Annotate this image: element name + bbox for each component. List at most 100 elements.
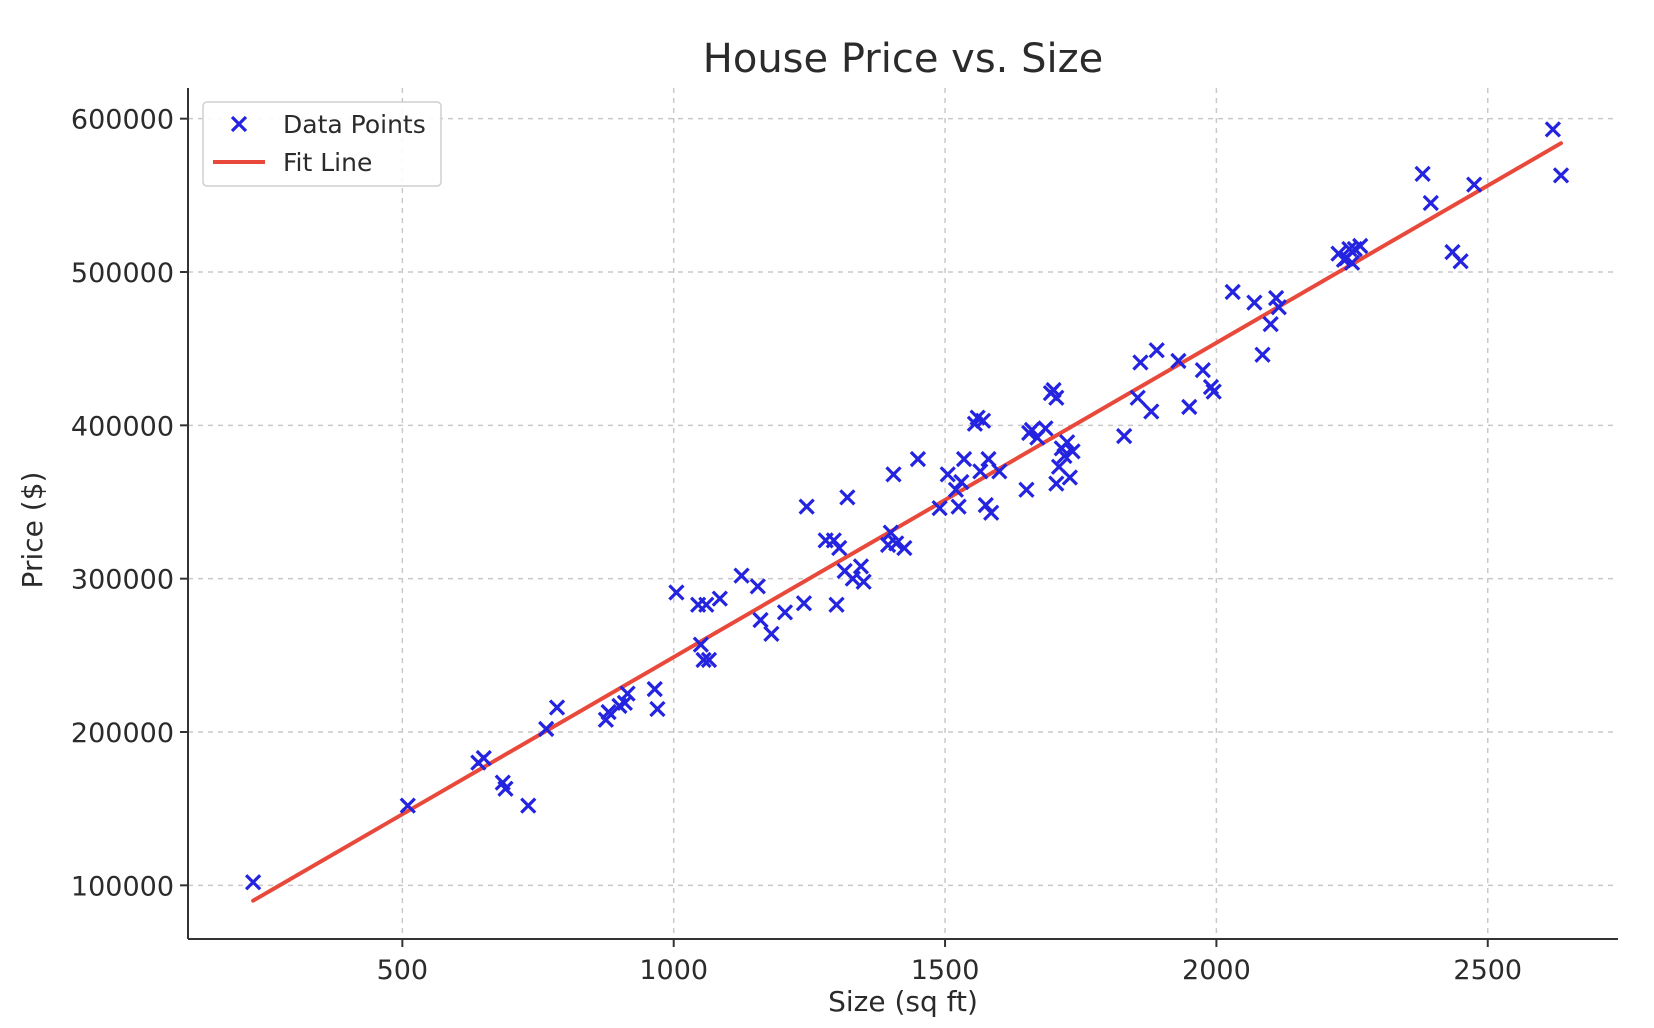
data-point [896,539,913,557]
legend-box [202,101,442,187]
data-point [1181,398,1198,416]
data-point [983,504,1000,521]
data-point [991,463,1008,480]
y-tick-label: 200000 [71,718,174,749]
data-point [888,535,905,552]
x-tick-label: 1500 [911,955,980,986]
data-point [974,412,992,429]
data-point [548,699,566,716]
data-point [795,595,813,612]
data-point [931,500,948,517]
data-point [600,703,617,721]
data-point [1262,316,1279,333]
data-point [882,524,899,541]
data-point [616,694,634,711]
data-point [828,596,845,613]
y-tick-label: 600000 [71,105,174,136]
data-point [953,473,970,491]
data-point [619,685,636,702]
data-point [752,611,769,629]
tick-labels: 500 1000 1500 2000 2500 100000 200000 300000 400… [71,105,1522,986]
data-point [1544,121,1562,138]
y-axis-label: Price ($) [16,472,49,589]
data-point [1143,403,1160,420]
data-point [668,584,685,601]
data-point [1270,299,1287,316]
fit-line [251,141,1563,903]
x-tick-label: 500 [377,955,429,986]
data-point [1267,289,1285,307]
data-point [711,590,728,607]
x-axis-label: Size (sq ft) [828,985,978,1018]
axes [180,88,1618,947]
data-point [1552,167,1570,184]
data-point [1170,352,1187,370]
data-point [939,466,956,483]
data-point [852,558,870,575]
data-point [1148,342,1165,359]
data-point [1343,254,1361,271]
data-point [1352,237,1369,255]
data-point [909,450,927,468]
data-point [1061,469,1079,486]
data-point [497,780,514,797]
y-tick-label: 100000 [71,871,174,902]
data-points-layer [244,121,1570,891]
data-point [1048,389,1065,406]
data-point [646,680,663,698]
data-point [700,651,718,669]
data-point [698,596,715,613]
data-point [692,636,709,653]
chart-title: House Price vs. Size [703,36,1103,82]
data-point [1422,194,1439,212]
data-point [649,700,666,718]
y-tick-label: 500000 [71,258,174,289]
data-point [1037,420,1054,437]
data-point [1246,294,1263,311]
data-point [1132,354,1149,371]
data-point [1056,447,1073,465]
data-point [749,578,766,595]
data-point [1224,283,1241,301]
data-point [1116,427,1133,445]
data-point [399,797,416,814]
data-point [244,874,262,891]
y-tick-label: 300000 [71,565,174,596]
data-point [950,498,967,515]
data-point [1018,481,1035,498]
data-point [855,573,872,590]
data-point [1452,253,1469,270]
data-point [1048,475,1065,492]
data-point [798,498,815,515]
legend: Data Points Fit Line [202,101,442,187]
data-point [733,567,750,584]
data-point [520,797,537,814]
data-point [1414,165,1431,182]
data-point [1194,362,1211,379]
data-point [475,749,492,767]
x-tick-label: 2000 [1182,955,1251,986]
data-point [1254,346,1271,363]
data-point [1064,443,1081,460]
data-point [1059,434,1076,451]
data-point [1129,389,1146,406]
data-point [831,539,848,557]
legend-marker-data-points [230,115,248,133]
data-point [763,625,780,642]
data-point [839,489,856,506]
data-point [1466,176,1483,193]
legend-label-data-points: Data Points [283,110,426,139]
y-tick-label: 400000 [71,411,174,442]
data-point [695,651,712,669]
grid [188,88,1618,939]
data-point [776,604,794,621]
x-tick-label: 2500 [1453,955,1522,986]
data-point [538,720,555,738]
fit-line-layer [251,141,1563,903]
x-tick-label: 1000 [639,955,708,986]
data-point [885,466,902,483]
data-point [955,450,973,468]
data-point [1205,383,1222,400]
legend-label-fit-line: Fit Line [283,148,372,177]
